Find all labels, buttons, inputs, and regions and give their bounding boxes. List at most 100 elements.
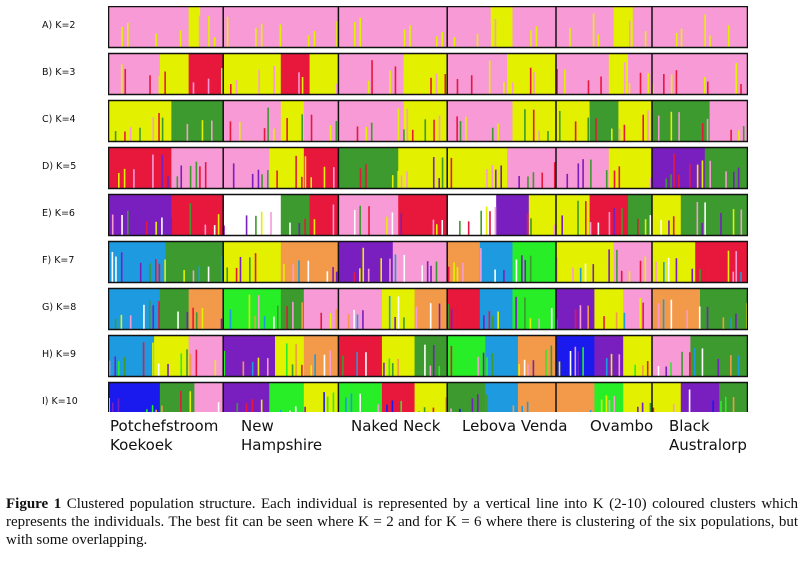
cluster-segment bbox=[275, 335, 305, 377]
individual-line bbox=[264, 65, 266, 95]
individual-line bbox=[279, 24, 282, 48]
individual-line bbox=[432, 407, 435, 412]
individual-line bbox=[483, 127, 485, 142]
individual-line bbox=[582, 409, 584, 412]
individual-line bbox=[403, 317, 405, 330]
individual-line bbox=[456, 116, 458, 142]
individual-line bbox=[603, 316, 605, 330]
individual-line bbox=[511, 82, 514, 95]
individual-line bbox=[421, 265, 424, 283]
cluster-segment bbox=[338, 288, 383, 330]
cluster-segment bbox=[652, 100, 711, 142]
individual-line bbox=[701, 123, 704, 142]
individual-line bbox=[186, 123, 189, 142]
individual-line bbox=[295, 155, 297, 189]
individual-line bbox=[251, 361, 254, 377]
individual-line bbox=[524, 259, 527, 283]
individual-line bbox=[316, 73, 319, 95]
individual-line bbox=[335, 309, 338, 330]
individual-line bbox=[441, 157, 444, 189]
individual-line bbox=[118, 173, 120, 189]
cluster-segment bbox=[108, 288, 161, 330]
individual-line bbox=[732, 397, 735, 412]
individual-line bbox=[655, 261, 657, 283]
individual-line bbox=[326, 208, 329, 236]
individual-line bbox=[589, 222, 592, 236]
individual-line bbox=[450, 157, 453, 189]
individual-line bbox=[114, 319, 117, 330]
individual-line bbox=[742, 126, 745, 142]
individual-line bbox=[644, 219, 647, 236]
individual-line bbox=[266, 358, 269, 377]
individual-line bbox=[111, 214, 114, 236]
cluster-segment bbox=[171, 100, 224, 142]
individual-line bbox=[341, 32, 344, 48]
individual-line bbox=[415, 306, 418, 330]
individual-line bbox=[647, 298, 649, 330]
individual-line bbox=[486, 169, 488, 189]
individual-line bbox=[465, 116, 467, 142]
individual-line bbox=[545, 349, 547, 377]
row-label: B) K=3 bbox=[42, 67, 76, 78]
cluster-segment bbox=[517, 382, 557, 412]
individual-line bbox=[447, 303, 450, 330]
cluster-segment bbox=[414, 335, 448, 377]
individual-line bbox=[696, 201, 699, 236]
individual-line bbox=[155, 33, 157, 48]
individual-line bbox=[628, 83, 631, 95]
individual-line bbox=[623, 62, 626, 95]
individual-line bbox=[628, 20, 631, 48]
individual-line bbox=[438, 178, 440, 189]
individual-line bbox=[503, 269, 505, 283]
individual-line bbox=[313, 219, 316, 236]
individual-line bbox=[276, 170, 278, 189]
cluster-segment bbox=[280, 100, 305, 142]
individual-line bbox=[347, 314, 350, 330]
individual-line bbox=[236, 17, 238, 48]
individual-line bbox=[453, 225, 456, 236]
individual-line bbox=[365, 164, 367, 189]
cluster-segment bbox=[188, 6, 201, 48]
individual-line bbox=[279, 410, 282, 412]
individual-line bbox=[111, 26, 114, 48]
individual-line bbox=[249, 257, 251, 283]
individual-line bbox=[170, 217, 173, 236]
cluster-segment bbox=[414, 382, 448, 412]
individual-line bbox=[592, 264, 595, 283]
structure-row-k7 bbox=[108, 240, 748, 284]
cluster-segment bbox=[223, 53, 282, 95]
individual-line bbox=[223, 350, 226, 377]
individual-line bbox=[675, 258, 678, 283]
individual-line bbox=[158, 113, 160, 142]
individual-line bbox=[725, 171, 727, 189]
individual-line bbox=[701, 410, 703, 412]
cluster-segment bbox=[338, 241, 394, 283]
individual-line bbox=[423, 407, 426, 412]
individual-line bbox=[453, 262, 455, 283]
individual-line bbox=[621, 20, 623, 48]
individual-line bbox=[198, 266, 201, 283]
individual-line bbox=[740, 21, 743, 48]
row-frame bbox=[108, 146, 748, 190]
individual-line bbox=[121, 27, 123, 48]
individual-line bbox=[544, 26, 547, 48]
cluster-segment bbox=[154, 335, 190, 377]
individual-line bbox=[158, 301, 160, 330]
individual-line bbox=[503, 19, 506, 48]
individual-line bbox=[161, 217, 163, 236]
individual-line bbox=[450, 345, 453, 377]
individual-line bbox=[644, 256, 647, 283]
individual-line bbox=[221, 68, 223, 95]
individual-line bbox=[263, 316, 266, 330]
individual-line bbox=[670, 174, 672, 189]
individual-line bbox=[362, 22, 365, 48]
individual-line bbox=[397, 108, 400, 142]
individual-line bbox=[743, 63, 745, 95]
individual-line bbox=[456, 79, 459, 95]
cluster-segment bbox=[188, 288, 224, 330]
cluster-segment bbox=[490, 6, 514, 48]
individual-line bbox=[213, 225, 216, 236]
individual-line bbox=[641, 402, 644, 412]
individual-line bbox=[158, 75, 161, 95]
